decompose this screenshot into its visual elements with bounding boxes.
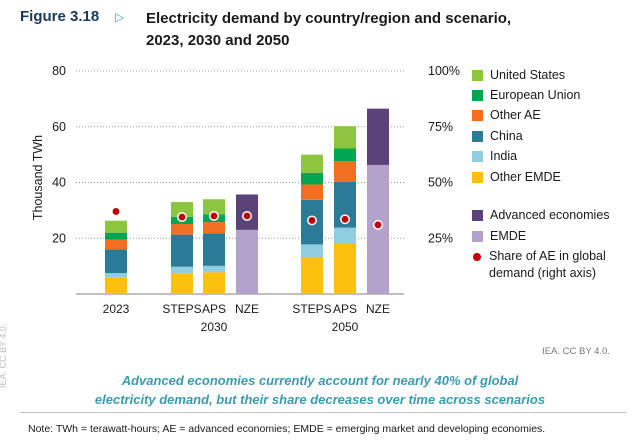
legend-swatch-other-emde — [472, 171, 483, 183]
share-point-1 — [177, 212, 187, 223]
legend-swatch-india — [472, 150, 483, 162]
legend-item-share: Share of AE in global demand (right axis… — [472, 248, 632, 282]
x-tick-label-2: APS — [202, 302, 226, 316]
bar-5-segment-us — [334, 126, 356, 149]
legend-swatch-china — [472, 130, 483, 142]
y-tick-label-60: 60 — [52, 120, 66, 134]
bar-3-segment-emde — [236, 229, 258, 294]
y-axis-label: Thousand TWh — [31, 135, 45, 220]
bar-1-segment-us — [171, 202, 193, 217]
bar-6-segment-advanced — [367, 108, 389, 165]
share-point-5 — [340, 214, 350, 225]
bar-2-segment-india — [203, 265, 225, 273]
legend-dot-share — [473, 253, 481, 261]
bar-5-segment-other_emde — [334, 242, 356, 294]
caption-line-1: Advanced economies currently account for… — [121, 373, 519, 388]
figure-caption: Advanced economies currently account for… — [40, 371, 600, 409]
y2-tick-label-1: 25% — [428, 231, 453, 245]
note-divider — [20, 412, 626, 413]
legend-label-india: India — [490, 149, 518, 163]
legend-swatch-eu — [472, 89, 483, 101]
legend-item-india: India — [472, 147, 517, 165]
legend-item-other-ae: Other AE — [472, 106, 541, 124]
legend-swatch-other-ae — [472, 109, 483, 121]
bar-1-segment-india — [171, 266, 193, 274]
bar-2-segment-other_ae — [203, 222, 225, 234]
legend-label-emde: EMDE — [490, 229, 527, 243]
figure-title-line-2: 2023, 2030 and 2050 — [146, 32, 290, 49]
legend-label-eu: European Union — [490, 88, 581, 102]
y-tick-label-40: 40 — [52, 176, 66, 190]
legend-item-other-emde: Other EMDE — [472, 168, 561, 186]
figure-label: Figure 3.18 — [20, 8, 100, 25]
legend-label-advanced: Advanced economies — [490, 208, 610, 222]
legend-swatch-advanced — [472, 209, 483, 221]
bar-2-segment-china — [203, 233, 225, 266]
x-tick-label-4: STEPS — [292, 302, 331, 316]
legend-item-advanced: Advanced economies — [472, 206, 610, 224]
bar-4-segment-other_emde — [301, 256, 323, 294]
share-point-3 — [242, 211, 252, 221]
bar-0-segment-india — [105, 273, 127, 278]
bar-1-segment-china — [171, 234, 193, 267]
bar-5-segment-eu — [334, 148, 356, 162]
legend-item-china: China — [472, 127, 523, 145]
bar-1-segment-other_ae — [171, 224, 193, 235]
legend-item-eu: European Union — [472, 86, 580, 104]
group-label-2030: 2030 — [201, 320, 228, 334]
bar-0-segment-china — [105, 249, 127, 274]
x-tick-label-0: 2023 — [103, 302, 130, 316]
bar-5-segment-china — [334, 181, 356, 228]
bar-0-segment-us — [105, 220, 127, 233]
bar-4-segment-india — [301, 244, 323, 257]
bar-2-segment-other_emde — [203, 272, 225, 294]
legend-label-us: United States — [490, 68, 566, 82]
bar-0-segment-other_emde — [105, 277, 127, 294]
legend-swatch-us — [472, 69, 483, 81]
group-label-2050: 2050 — [332, 320, 359, 334]
bar-2-segment-us — [203, 199, 225, 215]
bar-4-segment-us — [301, 154, 323, 173]
figure-title: Electricity demand by country/region and… — [146, 8, 616, 52]
y2-tick-label-3: 75% — [428, 120, 453, 134]
caption-line-2: electricity demand, but their share decr… — [94, 392, 546, 407]
credit-line: IEA. CC BY 4.0. — [542, 346, 610, 357]
y-tick-label-20: 20 — [52, 231, 66, 245]
share-point-4 — [307, 215, 317, 226]
share-point-0 — [111, 206, 121, 217]
triangle-right-icon: ▷ — [115, 10, 125, 24]
x-tick-label-5: APS — [333, 302, 357, 316]
x-tick-label-6: NZE — [366, 302, 390, 316]
bar-0-segment-eu — [105, 232, 127, 240]
x-tick-label-1: STEPS — [162, 302, 201, 316]
legend-label-china: China — [490, 129, 523, 143]
legend-label-other-emde: Other EMDE — [490, 170, 561, 184]
legend-swatch-emde — [472, 230, 483, 242]
bar-5-segment-other_ae — [334, 161, 356, 182]
legend-item-us: United States — [472, 66, 565, 84]
legend-label-other-ae: Other AE — [490, 108, 541, 122]
bar-1-segment-other_emde — [171, 273, 193, 294]
y-tick-label-80: 80 — [52, 64, 66, 78]
bar-0-segment-other_ae — [105, 239, 127, 250]
y2-tick-label-2: 50% — [428, 176, 453, 190]
bar-5-segment-india — [334, 227, 356, 243]
bar-4-segment-eu — [301, 172, 323, 185]
share-point-6 — [373, 219, 383, 230]
side-watermark: IEA. CC BY 4.0. — [0, 323, 8, 388]
legend-label-share: Share of AE in global demand (right axis… — [489, 249, 606, 280]
figure-note: Note: TWh = terawatt-hours; AE = advance… — [28, 423, 546, 435]
figure-title-line-1: Electricity demand by country/region and… — [146, 10, 512, 27]
x-tick-label-3: NZE — [235, 302, 259, 316]
share-point-2 — [209, 211, 219, 221]
legend-item-emde: EMDE — [472, 227, 526, 245]
y2-tick-label-4: 100% — [428, 64, 460, 78]
bar-4-segment-other_ae — [301, 184, 323, 200]
